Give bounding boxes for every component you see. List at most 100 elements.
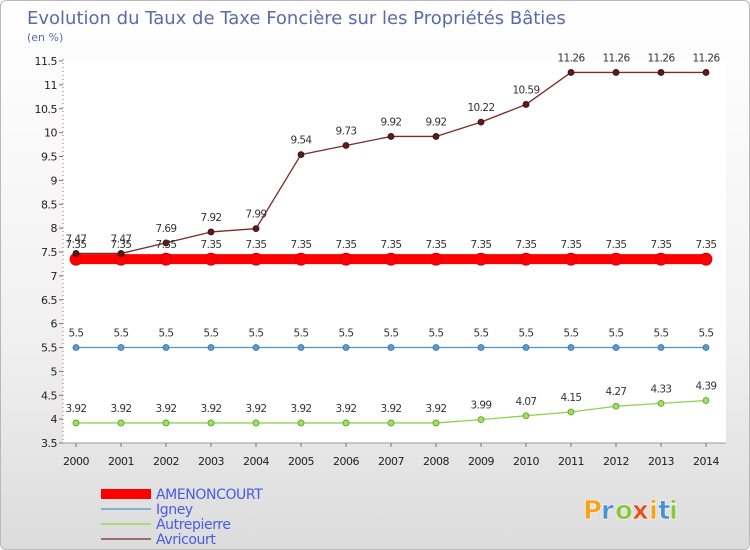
legend-label: Igney [156, 502, 193, 518]
data-label-amenoncourt: 7.35 [381, 239, 402, 251]
data-label-autrepierre: 3.92 [426, 403, 447, 415]
data-label-amenoncourt: 7.35 [471, 239, 492, 251]
data-label-amenoncourt: 7.35 [246, 239, 267, 251]
data-label-igney: 5.5 [159, 328, 174, 340]
x-tick-label: 2008 [423, 455, 449, 468]
point-amenoncourt [519, 252, 533, 266]
point-igney [702, 344, 710, 351]
data-label-amenoncourt: 7.35 [426, 239, 447, 251]
y-tick-label: 8 [51, 222, 58, 235]
data-label-igney: 5.5 [699, 328, 714, 340]
data-label-amenoncourt: 7.35 [201, 239, 222, 251]
point-amenoncourt [204, 252, 218, 266]
y-tick-label: 9.5 [41, 151, 57, 164]
point-igney [432, 344, 440, 351]
logo-letter: x [632, 496, 650, 526]
point-igney [612, 344, 620, 351]
data-label-igney: 5.5 [609, 328, 624, 340]
x-tick-label: 2004 [243, 455, 269, 468]
point-avricourt [702, 69, 710, 76]
x-tick-label: 2001 [108, 455, 134, 468]
data-label-amenoncourt: 7.35 [156, 239, 177, 251]
point-autrepierre [657, 399, 665, 407]
data-label-igney: 5.5 [519, 328, 534, 340]
data-label-avricourt: 9.54 [291, 135, 313, 147]
data-label-igney: 5.5 [339, 328, 354, 340]
logo-letter: i [669, 496, 679, 526]
x-tick-label: 2011 [558, 455, 584, 468]
data-label-amenoncourt: 7.35 [66, 239, 87, 251]
x-tick-label: 2012 [603, 455, 629, 468]
point-avricourt [657, 69, 665, 76]
chart-title: Evolution du Taux de Taxe Foncière sur l… [27, 8, 566, 29]
data-label-autrepierre: 3.92 [156, 403, 177, 415]
y-tick-label: 9 [51, 174, 58, 187]
point-avricourt [342, 142, 350, 149]
data-label-igney: 5.5 [114, 328, 129, 340]
y-tick-label: 7.5 [41, 246, 57, 259]
point-autrepierre [252, 419, 260, 427]
data-label-igney: 5.5 [474, 328, 489, 340]
legend-label: AMENONCOURT [156, 487, 263, 503]
point-amenoncourt [564, 252, 578, 266]
point-amenoncourt [249, 252, 263, 266]
point-igney [387, 344, 395, 351]
y-tick-label: 6 [51, 318, 58, 331]
chart-subtitle: (en %) [27, 31, 63, 44]
point-autrepierre [342, 419, 350, 427]
data-label-igney: 5.5 [249, 328, 264, 340]
logo-letter: P [583, 496, 603, 526]
plot-area [63, 61, 726, 443]
data-label-igney: 5.5 [294, 328, 309, 340]
point-igney [477, 344, 485, 351]
data-label-autrepierre: 4.07 [516, 396, 537, 408]
point-amenoncourt [654, 252, 668, 266]
data-label-autrepierre: 4.33 [651, 383, 672, 395]
x-tick-label: 2003 [198, 455, 224, 468]
x-tick-label: 2007 [378, 455, 404, 468]
data-label-amenoncourt: 7.35 [696, 239, 717, 251]
data-label-autrepierre: 3.92 [201, 403, 222, 415]
point-igney [162, 344, 170, 351]
legend-label: Avricourt [156, 532, 216, 548]
point-igney [657, 344, 665, 351]
point-autrepierre [162, 419, 170, 427]
point-autrepierre [207, 419, 215, 427]
point-avricourt [162, 239, 170, 247]
data-label-autrepierre: 3.92 [111, 403, 132, 415]
x-tick-label: 2010 [513, 455, 539, 468]
logo-letter: o [615, 496, 634, 526]
data-label-avricourt: 9.73 [336, 126, 357, 138]
data-label-avricourt: 10.59 [512, 84, 539, 96]
y-tick-label: 4.5 [41, 389, 57, 402]
data-label-amenoncourt: 7.35 [336, 239, 357, 251]
data-label-igney: 5.5 [429, 328, 444, 340]
point-igney [567, 344, 575, 351]
logo-letter: t [658, 496, 671, 526]
data-label-avricourt: 9.92 [381, 116, 402, 128]
x-tick-label: 2014 [693, 455, 719, 468]
x-tick-label: 2005 [288, 455, 314, 468]
point-autrepierre [702, 397, 710, 404]
point-autrepierre [612, 402, 620, 410]
point-avricourt [207, 228, 215, 236]
data-label-avricourt: 11.26 [692, 52, 720, 64]
y-tick-label: 5.5 [41, 342, 57, 355]
data-label-amenoncourt: 7.35 [291, 239, 312, 251]
data-label-autrepierre: 3.99 [471, 400, 492, 412]
data-label-avricourt: 11.26 [647, 52, 675, 64]
y-tick-label: 5 [51, 365, 58, 378]
point-autrepierre [297, 419, 305, 427]
point-amenoncourt [474, 252, 488, 266]
series-layer [69, 69, 713, 427]
data-label-avricourt: 7.99 [246, 209, 267, 221]
point-igney [72, 344, 80, 351]
point-amenoncourt [699, 252, 713, 266]
point-autrepierre [522, 412, 530, 420]
data-label-amenoncourt: 7.35 [651, 239, 672, 251]
data-label-avricourt: 7.92 [201, 212, 222, 224]
data-label-avricourt: 9.92 [426, 116, 447, 128]
point-avricourt [567, 69, 575, 76]
